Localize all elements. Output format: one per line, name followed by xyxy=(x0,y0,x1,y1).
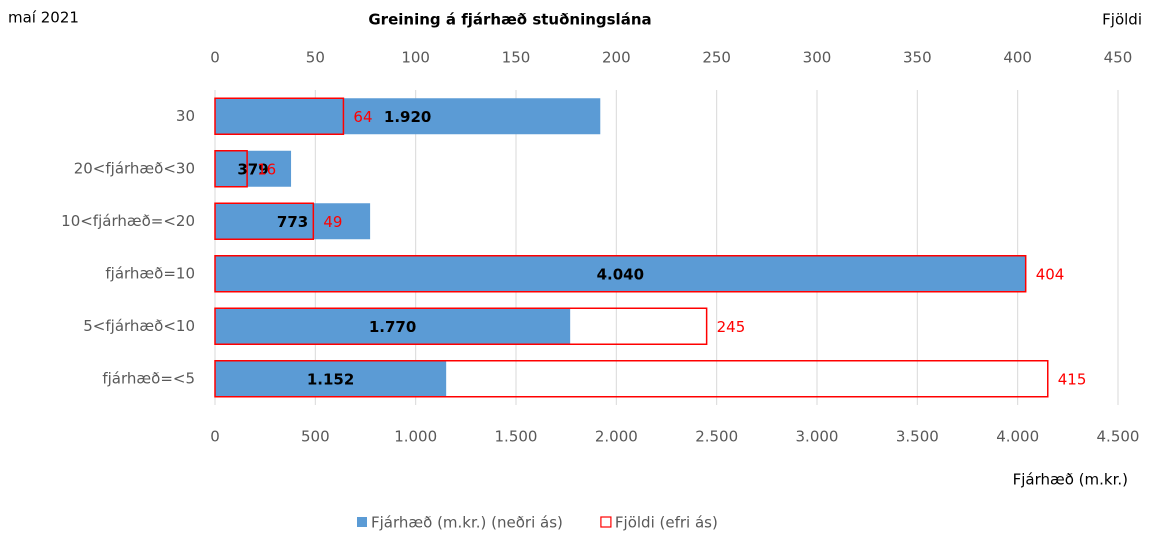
count-bar xyxy=(214,360,1049,398)
x2-axis-label: Fjöldi xyxy=(1102,11,1142,29)
y-tick-label: 10<fjárhæð=<20 xyxy=(61,212,195,230)
legend-label: Fjöldi (efri ás) xyxy=(615,514,718,532)
amount-label: 1.920 xyxy=(384,108,431,126)
amount-bar xyxy=(215,203,371,240)
x-tick-label: 2.500 xyxy=(695,428,738,446)
x-tick-label: 3.500 xyxy=(896,428,939,446)
x-tick-label: 1.500 xyxy=(495,428,538,446)
count-bar xyxy=(214,202,315,240)
x2-tick-label: 300 xyxy=(803,49,832,67)
count-label: 49 xyxy=(323,213,342,231)
amount-bar xyxy=(215,98,601,135)
count-label: 245 xyxy=(717,318,746,336)
count-label: 64 xyxy=(353,108,372,126)
amount-bar xyxy=(215,308,571,345)
y-tick-label: 20<fjárhæð<30 xyxy=(74,159,195,177)
x2-tick-label: 450 xyxy=(1104,49,1133,67)
x2-tick-label: 50 xyxy=(306,49,325,67)
x2-tick-label: 400 xyxy=(1003,49,1032,67)
chart-title: Greining á fjárhæð stuðningslána xyxy=(368,11,651,29)
x2-tick-label: 0 xyxy=(210,49,220,67)
amount-bar xyxy=(215,255,1026,292)
amount-label: 379 xyxy=(237,160,268,178)
x-tick-label: 1.000 xyxy=(394,428,437,446)
x2-tick-label: 350 xyxy=(903,49,932,67)
legend-label: Fjárhæð (m.kr.) (neðri ás) xyxy=(371,514,563,532)
count-label: 415 xyxy=(1058,370,1087,388)
count-bar xyxy=(214,150,248,188)
count-label: 16 xyxy=(257,160,276,178)
count-label: 404 xyxy=(1036,265,1065,283)
y-tick-label: fjárhæð=10 xyxy=(105,264,195,282)
x2-tick-label: 250 xyxy=(702,49,731,67)
legend-swatch xyxy=(357,517,367,527)
y-tick-label: 5<fjárhæð<10 xyxy=(83,317,195,335)
x-tick-label: 2.000 xyxy=(595,428,638,446)
x-tick-label: 4.000 xyxy=(996,428,1039,446)
count-bar xyxy=(214,307,708,345)
x-tick-label: 3.000 xyxy=(796,428,839,446)
amount-bar xyxy=(215,150,292,187)
x2-tick-label: 100 xyxy=(401,49,430,67)
amount-label: 4.040 xyxy=(597,265,644,283)
x-tick-label: 500 xyxy=(301,428,330,446)
x-axis-label: Fjárhæð (m.kr.) xyxy=(1013,471,1128,489)
y-tick-label: 30 xyxy=(176,107,195,125)
amount-label: 1.152 xyxy=(307,370,354,388)
y-tick-label: fjárhæð=<5 xyxy=(102,369,195,387)
amount-bar xyxy=(215,360,447,397)
date-annotation: maí 2021 xyxy=(8,9,79,27)
x2-tick-label: 200 xyxy=(602,49,631,67)
legend-swatch xyxy=(600,516,612,528)
amount-label: 773 xyxy=(277,213,308,231)
x2-tick-label: 150 xyxy=(502,49,531,67)
count-bar xyxy=(214,255,1027,293)
x-tick-label: 4.500 xyxy=(1097,428,1140,446)
amount-label: 1.770 xyxy=(369,318,416,336)
x-tick-label: 0 xyxy=(210,428,220,446)
count-bar xyxy=(214,97,345,135)
